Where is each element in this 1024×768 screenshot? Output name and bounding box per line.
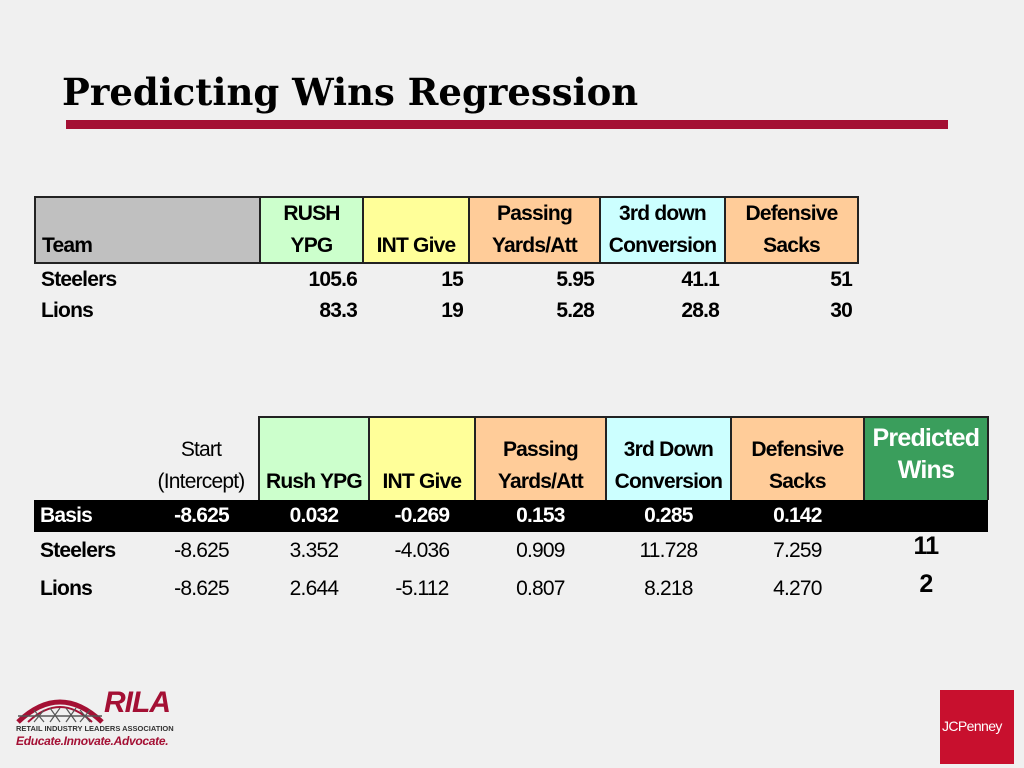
passing-value: 0.909 bbox=[516, 539, 565, 562]
table-row: Steelers -8.625 3.352 -4.036 0.909 11.72… bbox=[34, 532, 988, 570]
basis-sacks: 0.142 bbox=[730, 500, 864, 532]
title-underline bbox=[66, 120, 948, 129]
third-down-value: 41.1 bbox=[681, 267, 719, 291]
header-rush-line2: YPG bbox=[290, 234, 334, 257]
passing-value: 5.95 bbox=[556, 267, 594, 291]
passing-value: 0.807 bbox=[516, 577, 565, 600]
header-predicted-line1: Predicted bbox=[872, 424, 981, 452]
header-third-line2: Conversion bbox=[608, 234, 717, 257]
basis-int: -0.269 bbox=[368, 500, 475, 532]
jcpenney-logo: JCPenney bbox=[940, 690, 1014, 764]
table-row: Lions 83.3 19 5.28 28.8 30 bbox=[35, 295, 858, 326]
basis-rush: 0.032 bbox=[259, 500, 369, 532]
basis-third-down: 0.285 bbox=[605, 500, 731, 532]
team-stats-table: Team RUSH YPG INT Give Passing Yards/Att… bbox=[34, 196, 859, 326]
table-row: Lions -8.625 2.644 -5.112 0.807 8.218 4.… bbox=[34, 570, 988, 608]
team-name: Lions bbox=[40, 577, 93, 600]
header-start-line1: Start bbox=[180, 438, 222, 461]
third-down-value: 8.218 bbox=[644, 577, 693, 600]
header-rush-ypg: Rush YPG bbox=[258, 416, 370, 500]
header-start: Start (Intercept) bbox=[144, 417, 259, 500]
rila-arch-icon bbox=[16, 699, 104, 724]
header-rush-ypg: RUSH YPG bbox=[260, 196, 364, 264]
int-value: 19 bbox=[441, 298, 464, 322]
predicted-wins-value: 2 bbox=[919, 570, 933, 598]
basis-label: Basis bbox=[34, 500, 144, 532]
header-defensive-sacks: Defensive Sacks bbox=[730, 416, 865, 500]
header-third-down: 3rd down Conversion bbox=[600, 196, 726, 264]
basis-row: Basis -8.625 0.032 -0.269 0.153 0.285 0.… bbox=[34, 500, 988, 532]
rush-value: 2.644 bbox=[289, 577, 339, 600]
team-name: Steelers bbox=[40, 539, 116, 562]
header-third-down: 3rd Down Conversion bbox=[605, 416, 732, 500]
team-name: Lions bbox=[41, 298, 94, 322]
header-third-line2: Conversion bbox=[614, 470, 723, 493]
basis-predicted bbox=[863, 500, 988, 532]
header-passing-line2: Yards/Att bbox=[497, 470, 584, 493]
header-third-line1: 3rd Down bbox=[623, 438, 714, 461]
passing-value: 5.28 bbox=[556, 298, 594, 322]
slide-title: Predicting Wins Regression bbox=[62, 70, 639, 114]
rush-value: 105.6 bbox=[308, 267, 357, 291]
header-start-line2: (Intercept) bbox=[157, 470, 246, 493]
start-value: -8.625 bbox=[174, 539, 230, 562]
rush-value: 83.3 bbox=[319, 298, 357, 322]
header-predicted-wins: Predicted Wins bbox=[863, 416, 989, 500]
header-passing-line1: Passing bbox=[497, 202, 573, 225]
int-value: -4.036 bbox=[394, 539, 451, 562]
start-value: -8.625 bbox=[174, 577, 230, 600]
header-rush-line1: RUSH bbox=[283, 202, 340, 225]
header-def-line1: Defensive bbox=[745, 202, 838, 225]
header-passing: Passing Yards/Att bbox=[469, 196, 601, 264]
header-passing-line1: Passing bbox=[502, 438, 579, 461]
header-passing: Passing Yards/Att bbox=[474, 416, 607, 500]
rila-tagline: RETAIL INDUSTRY LEADERS ASSOCIATION bbox=[16, 724, 174, 733]
sacks-value: 30 bbox=[830, 298, 853, 322]
header-predicted-line2: Wins bbox=[897, 456, 955, 484]
rush-value: 3.352 bbox=[289, 539, 339, 562]
table-row: Steelers 105.6 15 5.95 41.1 51 bbox=[35, 263, 858, 295]
third-down-value: 11.728 bbox=[639, 539, 698, 562]
header-int-give: INT Give bbox=[368, 416, 476, 500]
team-stats-header-row: Team RUSH YPG INT Give Passing Yards/Att… bbox=[34, 196, 859, 264]
header-passing-line2: Yards/Att bbox=[492, 234, 578, 257]
team-name: Steelers bbox=[41, 267, 117, 291]
header-defensive-sacks: Defensive Sacks bbox=[725, 196, 859, 264]
rila-motto: Educate.Innovate.Advocate. bbox=[16, 734, 169, 748]
rila-logo: RILA RETAIL INDUSTRY LEADERS ASSOCIATION… bbox=[14, 686, 174, 752]
header-third-line1: 3rd down bbox=[619, 202, 707, 225]
regression-table: Start (Intercept) Rush YPG INT Give Pass… bbox=[34, 416, 989, 608]
sacks-value: 4.270 bbox=[773, 577, 822, 600]
header-def-line2: Sacks bbox=[769, 470, 827, 493]
rila-wordmark: RILA bbox=[104, 686, 171, 719]
jcpenney-wordmark: JCPenney bbox=[942, 718, 1002, 734]
sacks-value: 7.259 bbox=[773, 539, 822, 562]
sacks-value: 51 bbox=[830, 267, 853, 291]
header-def-line2: Sacks bbox=[763, 234, 821, 257]
int-value: 15 bbox=[441, 267, 464, 291]
header-blank bbox=[34, 417, 144, 500]
predicted-wins-value: 11 bbox=[913, 532, 939, 560]
regression-header-row: Start (Intercept) Rush YPG INT Give Pass… bbox=[34, 416, 989, 500]
third-down-value: 28.8 bbox=[681, 298, 719, 322]
header-def-line1: Defensive bbox=[751, 438, 844, 461]
int-value: -5.112 bbox=[395, 577, 449, 600]
basis-start: -8.625 bbox=[144, 500, 259, 532]
basis-passing: 0.153 bbox=[474, 500, 606, 532]
header-int-give: INT Give bbox=[363, 196, 470, 264]
header-team: Team bbox=[34, 196, 261, 264]
